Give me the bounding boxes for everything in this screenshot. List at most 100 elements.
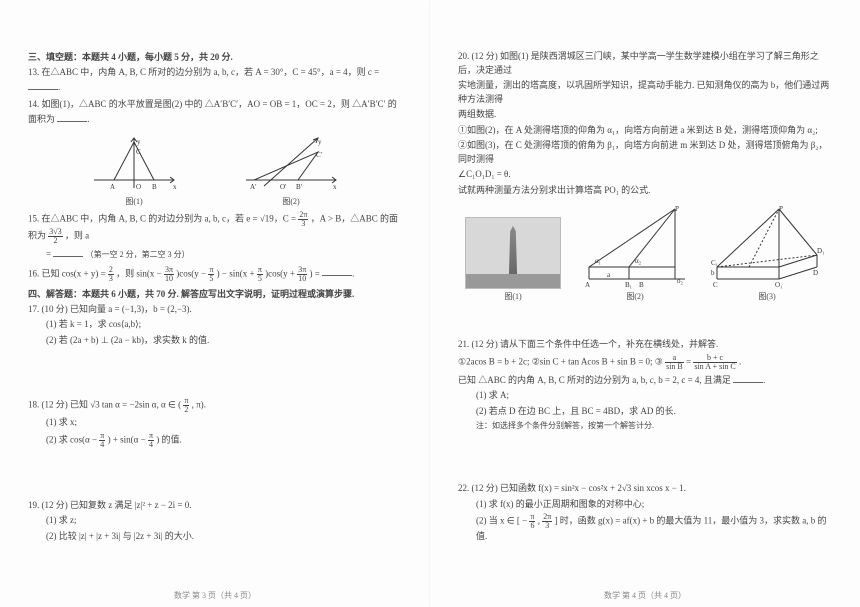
q17-1: (1) 若 k = 1，求 cos⟨a,b⟩; xyxy=(28,318,402,332)
fig1-caption: 图(1) xyxy=(88,196,180,207)
svg-text:P: P xyxy=(779,205,783,213)
svg-text:C: C xyxy=(713,281,718,289)
t: )cos(y − xyxy=(176,268,208,278)
fraction: 3π10 xyxy=(164,266,174,283)
svg-text:C: C xyxy=(136,148,141,156)
t: 18. (12 分) 已知 √3 tan α = −2sin α, α ∈ ( xyxy=(28,400,181,410)
fig2-svg: A′O′B′ xy C′ xyxy=(240,132,342,194)
blank xyxy=(53,247,83,257)
svg-text:a: a xyxy=(607,271,611,279)
q14: 14. 如图(1)，△ABC 的水平放置是图(2) 中的 △A′B′C′，AO … xyxy=(28,98,402,126)
q15-line2: = （第一空 2 分，第二空 3 分） xyxy=(28,247,402,262)
blank xyxy=(28,80,58,90)
q15-note: （第一空 2 分，第二空 3 分） xyxy=(86,250,190,259)
fig2-wrap: A′O′B′ xy C′ 图(2) xyxy=(240,132,342,207)
t: 21. (12 分) 请从下面三个条件中任选一个，补充在横线处，并解答. xyxy=(458,338,832,352)
t: 20. (12 分) 如图(1) 是陕西渭城区三门峡，某中学高一学生数学建模小组… xyxy=(458,50,832,77)
t: ∠C₁O₁D₁ = θ. xyxy=(458,168,832,182)
blank xyxy=(733,373,763,383)
fraction: π5 xyxy=(257,266,263,283)
page-3-footer: 数学 第 3 页（共 4 页） xyxy=(0,590,430,601)
q18: 18. (12 分) 已知 √3 tan α = −2sin α, α ∈ ( … xyxy=(28,397,402,449)
svg-text:C₁: C₁ xyxy=(711,259,718,267)
page-4-footer: 数学 第 4 页（共 4 页） xyxy=(430,590,860,601)
q15-c: ，则 a xyxy=(65,231,89,241)
q13: 13. 在△ABC 中，内角 A, B, C 所对的边分别为 a, b, c，若… xyxy=(28,66,402,94)
t: 两组数据. xyxy=(458,108,832,122)
cap: 图(1) xyxy=(465,291,561,302)
q22-stem: 22. (12 分) 已知函数 f(x) = sin²x − cos²x + 2… xyxy=(458,482,832,496)
blank xyxy=(322,266,352,276)
t: ，则 sin(x − xyxy=(116,268,164,278)
t: (2) 当 x ∈ [ − xyxy=(476,516,529,526)
t: ) = xyxy=(309,268,322,278)
svg-text:B′: B′ xyxy=(296,183,303,191)
t: , π). xyxy=(192,400,206,410)
q18-2: (2) 求 cos(α − π4 ) + sin(α − π4 ) 的值. xyxy=(28,432,402,449)
svg-text:D: D xyxy=(813,269,818,277)
q14-figures: AOB yx C 图(1) A′O′B′ xy C′ xyxy=(28,132,402,207)
t: ) 的值. xyxy=(156,434,182,444)
svg-text:B₁: B₁ xyxy=(625,281,632,289)
fraction: π5 xyxy=(208,266,214,283)
fig1-wrap: 图(1) xyxy=(465,217,561,302)
fig1-wrap: AOB yx C 图(1) xyxy=(88,132,180,207)
q17: 17. (10 分) 已知向量 a = (−1,3)，b = (2,−3). (… xyxy=(28,303,402,348)
svg-text:α₁: α₁ xyxy=(595,257,601,265)
q17-stem: 17. (10 分) 已知向量 a = (−1,3)，b = (2,−3). xyxy=(28,303,402,317)
q22: 22. (12 分) 已知函数 f(x) = sin²x − cos²x + 2… xyxy=(458,482,832,544)
q22-1: (1) 求 f(x) 的最小正周期和图象的对称中心; xyxy=(458,498,832,512)
fraction: b + csin A + sin C xyxy=(693,354,736,371)
svg-text:o₂: o₂ xyxy=(677,277,684,285)
page-4: 20. (12 分) 如图(1) 是陕西渭城区三门峡，某中学高一学生数学建模小组… xyxy=(430,0,860,607)
q22-2: (2) 当 x ∈ [ − π6 , 2π3 ] 时，函数 g(x) = af(… xyxy=(458,513,832,544)
blank xyxy=(57,112,87,122)
t: = xyxy=(686,356,693,366)
svg-text:B: B xyxy=(639,281,644,289)
q21-1: (1) 求 A; xyxy=(458,389,832,403)
fraction: 3π10 xyxy=(297,266,307,283)
q20: 20. (12 分) 如图(1) 是陕西渭城区三门峡，某中学高一学生数学建模小组… xyxy=(458,50,832,197)
q18-1: (1) 求 x; xyxy=(28,416,402,430)
t: 16. 已知 cos(x + y) = xyxy=(28,268,108,278)
fig2-svg: P A B₁ B o₂ a α₁ α₂ xyxy=(579,203,691,289)
svg-text:y: y xyxy=(318,138,322,146)
q19-2: (2) 比较 |z| + |z + 3i| 与 |2z + 3i| 的大小. xyxy=(28,530,402,544)
q21-given: 已知 △ABC 的内角 A, B, C 所对的边分别为 a, b, c, b =… xyxy=(458,373,832,388)
fig2-caption: 图(2) xyxy=(240,196,342,207)
t: (2) 求 cos(α − xyxy=(46,434,99,444)
svg-text:y: y xyxy=(137,138,141,146)
q19-stem: 19. (12 分) 已知复数 z 满足 |z|² + z − 2i = 0. xyxy=(28,499,402,513)
q21-2: (2) 若点 D 在边 BC 上，且 BC = 4BD，求 AD 的长. xyxy=(458,405,832,419)
svg-text:x: x xyxy=(173,183,177,191)
q17-2: (2) 若 (2a + b) ⊥ (2a − kb)，求实数 k 的值. xyxy=(28,334,402,348)
svg-text:A: A xyxy=(585,281,590,289)
page-3: 三、填空题：本题共 4 小题，每小题 5 分，共 20 分. 13. 在△ABC… xyxy=(0,0,430,607)
t: 实地测量，测出的塔高度，以巩固所学知识，提高动手能力. 已知测角仪的高为 b，他… xyxy=(458,79,832,106)
q19: 19. (12 分) 已知复数 z 满足 |z|² + z − 2i = 0. … xyxy=(28,499,402,544)
q13-text: 13. 在△ABC 中，内角 A, B, C 所对的边分别为 a, b, c，若… xyxy=(28,67,379,77)
section-4-title: 四、解答题：本题共 6 小题，共 70 分. 解答应写出文字说明，证明过程或演算… xyxy=(28,287,402,300)
q19-1: (1) 求 z; xyxy=(28,514,402,528)
fraction: π4 xyxy=(148,432,154,449)
svg-text:O₁: O₁ xyxy=(775,281,783,289)
t: 已知 △ABC 的内角 A, B, C 所对的边分别为 a, b, c, b =… xyxy=(458,375,733,385)
fraction: 2π3 xyxy=(542,513,552,530)
cap: 图(3) xyxy=(709,291,825,302)
fraction: 23 xyxy=(108,266,114,283)
fig1-svg: AOB yx C xyxy=(88,132,180,194)
t: ) − sin(x + xyxy=(217,268,257,278)
svg-text:D₁: D₁ xyxy=(817,247,825,255)
q21-options: ①2acos B = b + 2c; ②sin C + tan Acos B +… xyxy=(458,354,832,371)
q15-a: 15. 在△ABC 中，内角 A, B, C 的对边分别为 a, b, c，若 … xyxy=(28,214,298,224)
q21-note: 注：如选择多个条件分别解答，按第一个解答计分. xyxy=(458,420,832,432)
svg-text:A′: A′ xyxy=(250,183,257,191)
fraction: π4 xyxy=(99,432,105,449)
pagoda-photo xyxy=(465,217,561,289)
svg-text:x: x xyxy=(333,183,337,191)
svg-text:b: b xyxy=(711,269,715,277)
svg-text:O′: O′ xyxy=(280,183,287,191)
cap: 图(2) xyxy=(579,291,691,302)
q16: 16. 已知 cos(x + y) = 23 ，则 sin(x − 3π10 )… xyxy=(28,266,402,283)
fraction: 2π3 xyxy=(298,211,308,228)
